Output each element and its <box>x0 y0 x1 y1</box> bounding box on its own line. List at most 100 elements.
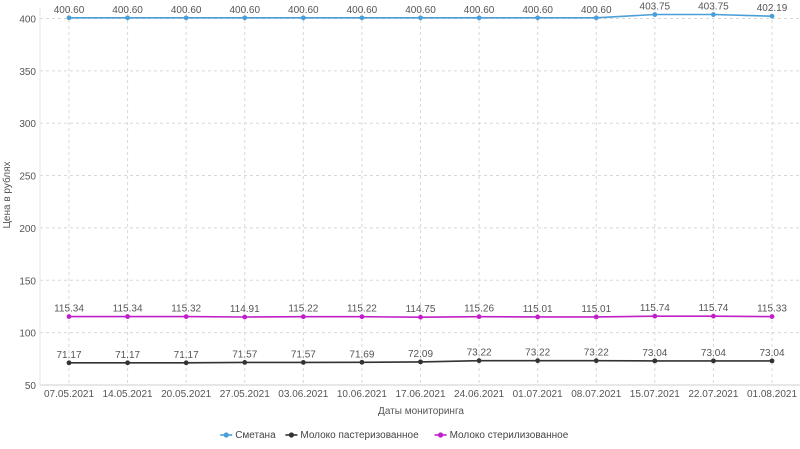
data-point[interactable] <box>593 314 599 320</box>
legend-marker <box>288 432 294 438</box>
data-point[interactable] <box>125 360 130 366</box>
data-point[interactable] <box>418 314 423 320</box>
data-point[interactable] <box>652 358 658 364</box>
data-label: 114.91 <box>230 304 260 315</box>
y-tick-label: 300 <box>19 119 36 130</box>
data-label: 115.74 <box>640 303 670 314</box>
data-label: 115.33 <box>757 304 787 315</box>
data-label: 402.19 <box>757 3 788 14</box>
data-point[interactable] <box>711 313 716 319</box>
y-tick-label: 200 <box>19 224 36 235</box>
data-point[interactable] <box>359 359 365 365</box>
x-tick-label: 10.06.2021 <box>337 389 387 400</box>
data-point[interactable] <box>711 358 716 364</box>
data-point[interactable] <box>476 314 482 320</box>
data-point[interactable] <box>535 314 541 320</box>
data-point[interactable] <box>418 15 423 21</box>
data-point[interactable] <box>183 360 189 366</box>
data-label: 114.75 <box>406 304 436 315</box>
data-label: 400.60 <box>347 5 378 16</box>
data-label: 115.34 <box>54 304 84 315</box>
data-point[interactable] <box>300 360 306 365</box>
x-tick-label: 01.08.2021 <box>747 389 797 400</box>
legend-item-1[interactable]: Сметана <box>220 430 276 441</box>
data-label: 73.04 <box>759 348 784 359</box>
data-point[interactable] <box>300 15 306 21</box>
data-point[interactable] <box>300 314 306 320</box>
data-point[interactable] <box>476 358 482 364</box>
x-tick-label: 24.06.2021 <box>454 389 504 400</box>
x-tick-label: 08.07.2021 <box>571 389 621 400</box>
data-label: 115.34 <box>113 304 143 315</box>
data-point[interactable] <box>66 15 72 21</box>
data-label: 71.57 <box>291 349 316 360</box>
x-tick-label: 20.05.2021 <box>161 389 211 400</box>
series-3 <box>66 313 775 320</box>
data-point[interactable] <box>593 15 599 21</box>
x-tick-label: 01.07.2021 <box>513 389 563 400</box>
data-label: 403.75 <box>640 2 671 13</box>
y-tick-label: 150 <box>19 276 36 287</box>
data-label: 115.01 <box>523 304 553 315</box>
data-point[interactable] <box>66 360 72 366</box>
data-label: 400.60 <box>171 5 202 16</box>
data-label: 400.60 <box>405 5 436 16</box>
data-point[interactable] <box>359 314 365 320</box>
x-tick-label: 14.05.2021 <box>103 389 153 400</box>
data-point[interactable] <box>711 12 716 17</box>
legend-item-2[interactable]: Молоко пастеризованное <box>285 430 419 441</box>
data-point[interactable] <box>652 313 658 319</box>
y-tick-label: 100 <box>19 329 36 340</box>
x-tick-label: 17.06.2021 <box>395 389 445 400</box>
data-point[interactable] <box>242 360 248 365</box>
data-label: 115.32 <box>171 304 201 315</box>
data-label: 400.60 <box>464 5 495 16</box>
data-point[interactable] <box>769 13 775 19</box>
legend-item-3[interactable]: Молоко стерилизованное <box>434 430 569 441</box>
data-point[interactable] <box>66 314 72 319</box>
data-label: 71.17 <box>56 350 81 361</box>
data-label: 400.60 <box>288 5 319 16</box>
data-point[interactable] <box>183 314 189 319</box>
data-label: 400.60 <box>112 5 143 16</box>
data-label: 115.01 <box>581 304 611 315</box>
data-label: 73.22 <box>525 348 550 359</box>
data-point[interactable] <box>418 359 423 365</box>
data-label: 115.74 <box>698 303 728 314</box>
data-point[interactable] <box>769 358 775 364</box>
data-label: 73.22 <box>467 348 492 359</box>
x-tick-label: 27.05.2021 <box>220 389 270 400</box>
x-tick-label: 03.06.2021 <box>278 389 328 400</box>
data-label: 71.17 <box>115 350 140 361</box>
legend-marker <box>438 432 444 438</box>
y-tick-label: 50 <box>25 381 37 392</box>
series-1 <box>66 12 775 21</box>
data-point[interactable] <box>535 15 541 21</box>
data-label: 115.22 <box>347 304 377 315</box>
data-point[interactable] <box>125 314 130 319</box>
data-point[interactable] <box>476 15 482 21</box>
legend-label: Сметана <box>235 430 276 441</box>
grid <box>40 8 800 385</box>
data-point[interactable] <box>535 358 541 364</box>
legend-marker <box>223 432 229 438</box>
data-point[interactable] <box>242 15 248 21</box>
data-point[interactable] <box>769 314 775 319</box>
data-label: 73.22 <box>584 348 609 359</box>
data-label: 71.57 <box>232 349 257 360</box>
data-label: 400.60 <box>581 5 612 16</box>
data-point[interactable] <box>125 15 130 21</box>
data-point[interactable] <box>242 314 248 320</box>
data-labels: 400.60 400.60 400.60 400.60 400.60 400.60 400.… <box>54 2 788 361</box>
y-tick-label: 400 <box>19 14 36 25</box>
y-tick-label: 350 <box>19 67 36 78</box>
data-point[interactable] <box>652 12 658 17</box>
data-point[interactable] <box>183 15 189 21</box>
data-label: 400.60 <box>54 5 85 16</box>
data-point[interactable] <box>593 358 599 364</box>
data-label: 400.60 <box>229 5 260 16</box>
data-point[interactable] <box>359 15 365 21</box>
x-tick-label: 07.05.2021 <box>44 389 94 400</box>
